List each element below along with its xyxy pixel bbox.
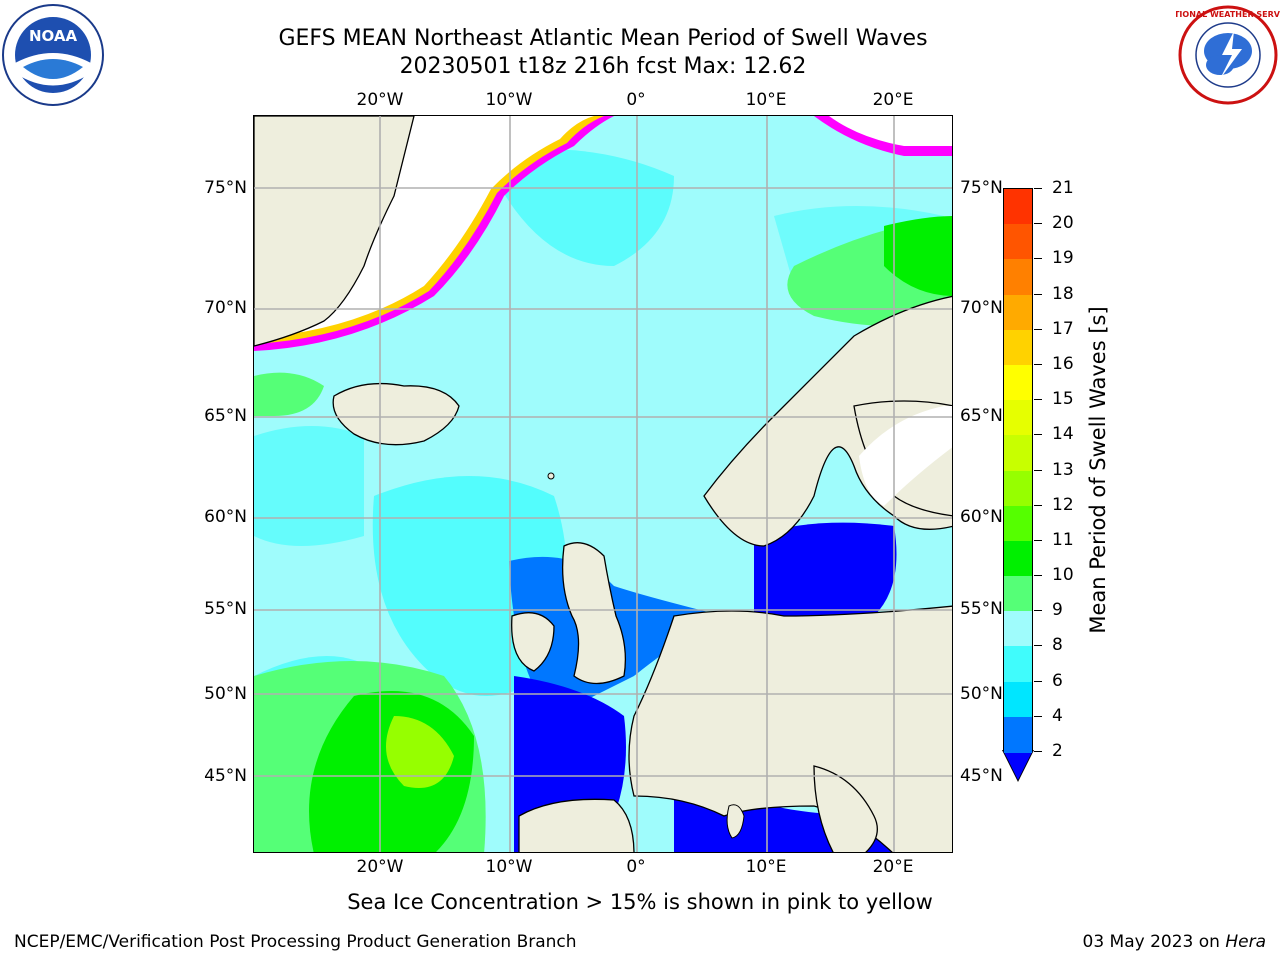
lon-label-top: 20°E xyxy=(872,90,914,110)
lon-label-top: 10°W xyxy=(485,90,533,110)
colorbar-tick xyxy=(1034,680,1042,682)
colorbar-segment xyxy=(1004,611,1032,647)
colorbar-segment xyxy=(1004,294,1032,331)
footer-date-text: 03 May 2023 on xyxy=(1082,932,1226,952)
colorbar-tick-label: 2 xyxy=(1052,741,1063,761)
lat-label-right: 65°N xyxy=(960,406,1003,426)
lon-label-top: 0° xyxy=(626,90,646,110)
colorbar-tick-label: 8 xyxy=(1052,635,1063,656)
footer-date: 03 May 2023 on Hera xyxy=(1083,932,1267,952)
colorbar-segment xyxy=(1004,400,1032,436)
lat-label-left: 50°N xyxy=(204,684,247,704)
colorbar-segment xyxy=(1004,681,1032,718)
colorbar-segment xyxy=(1004,224,1032,260)
lon-label-top: 10°E xyxy=(745,90,787,110)
colorbar-tick-label: 11 xyxy=(1052,529,1074,550)
colorbar-tick-label: 21 xyxy=(1052,178,1074,198)
colorbar-tick xyxy=(1034,715,1042,717)
colorbar-tick-label: 10 xyxy=(1052,565,1074,586)
colorbar-tick-label: 6 xyxy=(1052,670,1063,691)
noaa-logo-text: NOAA xyxy=(29,27,78,45)
lon-label-bottom: 0° xyxy=(626,857,646,877)
colorbar-segment xyxy=(1004,435,1032,471)
colorbar-tick xyxy=(1034,328,1042,330)
colorbar-tick-label: 19 xyxy=(1052,248,1074,269)
footer-host: Hera xyxy=(1225,932,1266,952)
colorbar-tick xyxy=(1034,223,1042,225)
colorbar-segment xyxy=(1004,576,1032,612)
colorbar-tick xyxy=(1034,751,1042,752)
colorbar-tick xyxy=(1034,610,1042,612)
colorbar-tick xyxy=(1034,539,1042,541)
colorbar-segment xyxy=(1004,364,1032,401)
chart-title: GEFS MEAN Northeast Atlantic Mean Period… xyxy=(278,26,928,51)
colorbar-tick-label: 15 xyxy=(1052,389,1074,410)
colorbar-segment xyxy=(1004,540,1032,577)
colorbar-tick-label: 4 xyxy=(1052,705,1063,726)
colorbar-tick-label: 9 xyxy=(1052,600,1063,621)
lat-label-right: 55°N xyxy=(960,599,1003,619)
map-panel[interactable] xyxy=(253,115,953,853)
colorbar-segment xyxy=(1004,329,1032,366)
colorbar-tick xyxy=(1034,293,1042,295)
lat-label-right: 60°N xyxy=(960,507,1003,527)
colorbar-tick xyxy=(1034,434,1042,436)
lat-label-right: 70°N xyxy=(960,298,1003,318)
colorbar-tick-label: 17 xyxy=(1052,318,1074,339)
lat-label-left: 70°N xyxy=(204,298,247,318)
colorbar-label: Mean Period of Swell Waves [s] xyxy=(1086,306,1110,634)
nws-logo-text: NATIONAL WEATHER SERVICE xyxy=(1176,10,1280,19)
swell-period-map xyxy=(254,116,952,852)
colorbar-tick-label: 14 xyxy=(1052,424,1074,445)
colorbar-tick xyxy=(1034,188,1042,189)
colorbar-segment xyxy=(1004,470,1032,507)
colorbar-tick-label: 18 xyxy=(1052,283,1074,304)
colorbar-extend-arrow xyxy=(1003,750,1033,780)
colorbar-tick xyxy=(1034,645,1042,647)
lat-label-left: 65°N xyxy=(204,406,247,426)
colorbar-tick xyxy=(1034,469,1042,471)
colorbar-tick-label: 12 xyxy=(1052,494,1074,515)
lat-label-left: 75°N xyxy=(204,178,247,198)
colorbar-tick-label: 13 xyxy=(1052,459,1074,480)
colorbar-tick xyxy=(1034,575,1042,577)
lat-label-right: 50°N xyxy=(960,684,1003,704)
lon-label-bottom: 20°W xyxy=(356,857,404,877)
colorbar-segment xyxy=(1004,505,1032,542)
lon-label-top: 20°W xyxy=(356,90,404,110)
lon-label-bottom: 20°E xyxy=(872,857,914,877)
sea-ice-note: Sea Ice Concentration > 15% is shown in … xyxy=(347,890,933,914)
lon-label-bottom: 10°E xyxy=(745,857,787,877)
colorbar-tick xyxy=(1034,363,1042,365)
colorbar-segment xyxy=(1004,646,1032,683)
lat-label-left: 60°N xyxy=(204,507,247,527)
noaa-logo-icon: NOAA xyxy=(2,4,104,106)
colorbar-tick xyxy=(1034,399,1042,401)
nws-logo-icon: NATIONAL WEATHER SERVICE xyxy=(1176,5,1280,105)
colorbar-segment xyxy=(1004,716,1032,753)
footer-organization: NCEP/EMC/Verification Post Processing Pr… xyxy=(14,932,577,952)
colorbar-tick-label: 20 xyxy=(1052,213,1074,234)
colorbar-tick xyxy=(1034,258,1042,260)
lat-label-left: 45°N xyxy=(204,766,247,786)
colorbar-segment xyxy=(1004,189,1032,225)
lat-label-right: 75°N xyxy=(960,178,1003,198)
colorbar-tick xyxy=(1034,504,1042,506)
lat-label-right: 45°N xyxy=(960,766,1003,786)
colorbar-tick-label: 16 xyxy=(1052,353,1074,374)
lon-label-bottom: 10°W xyxy=(485,857,533,877)
colorbar-segment xyxy=(1004,259,1032,296)
colorbar xyxy=(1003,188,1033,753)
chart-subtitle: 20230501 t18z 216h fcst Max: 12.62 xyxy=(399,54,807,79)
lat-label-left: 55°N xyxy=(204,599,247,619)
